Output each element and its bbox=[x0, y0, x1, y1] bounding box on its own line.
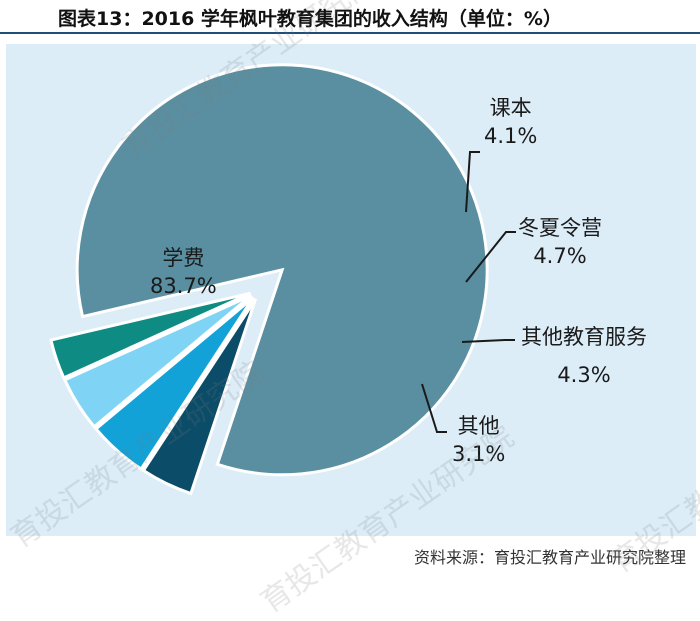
slice-name-tuition: 学费 bbox=[162, 246, 205, 270]
pie-slice-tuition bbox=[75, 63, 489, 477]
slice-value-other: 3.1% bbox=[452, 442, 506, 466]
pie-slice-camp bbox=[93, 296, 255, 472]
leader-line-camp bbox=[465, 231, 516, 283]
slice-value-camp: 4.7% bbox=[533, 244, 587, 268]
chart-title: 图表13：2016 学年枫叶教育集团的收入结构（单位：%） bbox=[58, 8, 562, 30]
leader-line-other-edu bbox=[461, 339, 515, 343]
title-divider bbox=[0, 32, 700, 34]
slice-name-textbook: 课本 bbox=[489, 96, 532, 120]
leader-line-textbook bbox=[465, 151, 480, 213]
leader-line-other bbox=[421, 383, 447, 433]
pie-chart bbox=[49, 63, 516, 496]
slice-label-camp: 冬夏令营 4.7% bbox=[518, 214, 602, 270]
pie-slice-other bbox=[49, 291, 252, 380]
source-note: 资料来源：育投汇教育产业研究院整理 bbox=[413, 548, 686, 567]
slice-label-other-edu: 其他教育服务 4.3% bbox=[508, 318, 660, 394]
pie-slice-textbook bbox=[141, 298, 258, 496]
slice-label-other: 其他 3.1% bbox=[452, 412, 505, 468]
slice-name-other-edu: 其他教育服务 bbox=[521, 325, 647, 349]
slice-name-camp: 冬夏令营 bbox=[518, 216, 602, 240]
slice-value-tuition: 83.7% bbox=[150, 274, 217, 298]
slice-name-other: 其他 bbox=[457, 414, 500, 438]
slice-value-textbook: 4.1% bbox=[484, 124, 538, 148]
slice-label-textbook: 课本 4.1% bbox=[484, 94, 537, 150]
slice-label-tuition: 学费 83.7% bbox=[150, 244, 217, 300]
slice-value-other-edu: 4.3% bbox=[557, 363, 611, 387]
pie-slice-other-edu bbox=[62, 293, 253, 429]
